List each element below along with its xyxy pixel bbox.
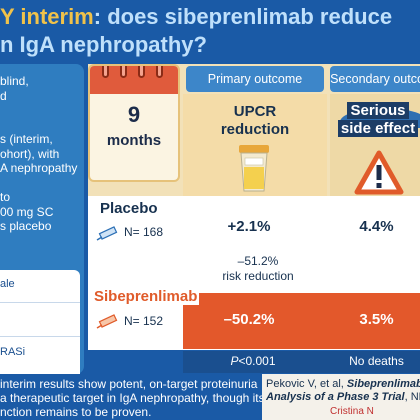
calendar-ring-icon xyxy=(102,66,109,78)
secondary-outcome-name: Serious side effect xyxy=(328,102,420,138)
placebo-results-row: +2.1% 4.4% xyxy=(183,209,420,247)
calendar-ring-icon xyxy=(156,66,163,78)
secondary-outcome-line: side effect xyxy=(337,120,419,137)
syringe-icon xyxy=(96,226,118,241)
study-design-text: blind, d s (interim, ohort), with A neph… xyxy=(0,74,82,234)
duration-unit: months xyxy=(106,132,162,149)
conclusion-line: interim results show potent, on-target p… xyxy=(0,377,258,391)
primary-outcome-name: UPCR reduction xyxy=(183,103,327,139)
design-line: blind, xyxy=(0,74,29,88)
sibeprenlimab-arm-label: Sibeprenlimab xyxy=(92,288,200,305)
design-line: to xyxy=(0,190,11,204)
conclusion: interim results show potent, on-target p… xyxy=(0,374,262,420)
secondary-outcome-header: Secondary outco xyxy=(330,66,420,92)
title-question: : does sibeprenlimab reduce xyxy=(93,4,393,29)
risk-reduction-label: risk reduction xyxy=(222,269,294,283)
divider xyxy=(0,336,80,337)
design-line xyxy=(0,118,82,133)
placebo-primary-value: +2.1% xyxy=(227,218,271,235)
placebo-secondary-value: 4.4% xyxy=(359,218,394,235)
p-letter: P xyxy=(230,354,239,368)
title-line-2: n IgA nephropathy? xyxy=(0,32,207,57)
p-value: P<0.001 xyxy=(193,354,313,368)
sibeprenlimab-primary-value: –50.2% xyxy=(223,311,275,328)
duration-value: 9 xyxy=(127,102,141,127)
risk-reduction: –51.2% risk reduction xyxy=(213,254,303,284)
primary-outcome-header: Primary outcome xyxy=(186,66,324,92)
design-line xyxy=(0,103,82,118)
citation: Pekovic V, et al, Sibeprenlimab Analysis… xyxy=(262,374,420,420)
sibeprenlimab-secondary-value: 3.5% xyxy=(359,311,394,328)
citation-authors: Pekovic V, et al, xyxy=(266,378,347,390)
design-line: s (interim, xyxy=(0,132,53,146)
primary-outcome-line: reduction xyxy=(220,121,290,138)
warning-icon xyxy=(354,150,404,195)
infographic-author: Cristina N xyxy=(330,406,374,417)
conclusion-line: a therapeutic target in IgA nephropathy,… xyxy=(0,391,262,405)
secondary-outcome-line: Serious xyxy=(347,102,409,119)
design-line: 00 mg SC xyxy=(0,204,54,219)
header: Y interim: does sibeprenlimab reduce n I… xyxy=(0,0,420,62)
sibeprenlimab-n: N= 152 xyxy=(124,314,164,328)
citation-journal: , NE xyxy=(404,391,420,403)
sibeprenlimab-results-row: –50.2% 3.5% xyxy=(183,293,420,349)
urine-cup-icon xyxy=(239,145,269,192)
calendar-ring-icon xyxy=(138,66,145,78)
deaths-note: No deaths xyxy=(349,354,404,368)
title-line-1: Y interim: does sibeprenlimab reduce xyxy=(0,3,392,30)
p-value-number: <0.001 xyxy=(238,354,276,368)
syringe-icon xyxy=(96,314,118,329)
citation-title-cont: Analysis of a Phase 3 Trial xyxy=(266,391,405,403)
divider xyxy=(0,302,80,303)
conclusion-line: nction remains to be proven. xyxy=(0,405,152,419)
title-accent: Y interim xyxy=(0,4,94,29)
calendar-ring-icon xyxy=(120,66,127,78)
design-line: s placebo xyxy=(0,219,52,233)
inclusion-item: RASi xyxy=(0,346,26,358)
design-line: d xyxy=(0,88,7,103)
design-line: A nephropathy xyxy=(0,161,78,175)
placebo-arm-label: Placebo xyxy=(100,200,158,217)
citation-title: Sibeprenlimab xyxy=(346,378,420,390)
study-design-panel: blind, d s (interim, ohort), with A neph… xyxy=(0,64,84,410)
calendar-icon: 9 months xyxy=(88,64,180,182)
risk-reduction-value: –51.2% xyxy=(237,254,279,268)
design-line: ohort), with xyxy=(0,146,60,161)
stats-bar: P<0.001 No deaths xyxy=(183,351,420,373)
design-line xyxy=(0,176,82,191)
placebo-n: N= 168 xyxy=(124,225,164,239)
primary-outcome-line: UPCR xyxy=(233,103,277,120)
inclusion-item: ale xyxy=(0,278,15,290)
